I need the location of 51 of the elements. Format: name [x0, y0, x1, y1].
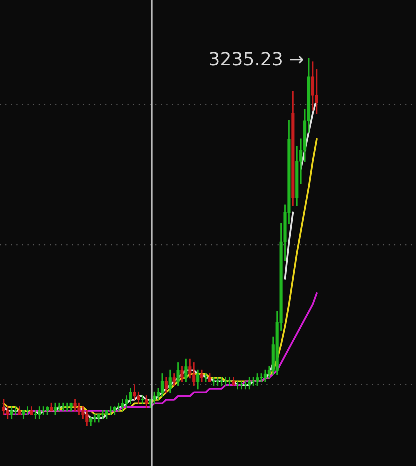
candlestick [315, 69, 318, 114]
candlestick [141, 396, 144, 404]
candlestick [160, 374, 164, 397]
candlestick [26, 406, 30, 416]
candlestick [224, 377, 228, 386]
candlestick [58, 402, 61, 412]
candlestick [200, 370, 204, 382]
candlestick [121, 399, 124, 412]
candlestick [117, 402, 120, 412]
candlestick [244, 380, 248, 390]
candlestick [152, 392, 156, 404]
candlestick [240, 380, 244, 390]
candlestick [176, 362, 180, 386]
candlestick [42, 406, 46, 416]
candlestick [192, 362, 196, 386]
candlestick [129, 388, 132, 404]
candlestick [252, 377, 256, 386]
candlestick [78, 402, 81, 416]
candlestick [220, 377, 224, 386]
candlestick [62, 402, 65, 412]
candlestick [133, 384, 136, 401]
candlestick [311, 62, 315, 111]
candlestick [184, 358, 188, 382]
candlestick [14, 406, 18, 416]
candlestick [212, 377, 216, 386]
candlestick [256, 374, 260, 386]
candlestick [228, 377, 232, 386]
candlestick [2, 399, 6, 416]
candlestick [66, 402, 69, 412]
candlestick [188, 358, 192, 379]
candlestick [94, 414, 97, 423]
candlestick [180, 366, 184, 382]
candlestick [236, 380, 240, 390]
candlestick [248, 377, 252, 390]
candlestick [74, 399, 77, 412]
candlestick [82, 406, 85, 419]
candlestick [38, 406, 42, 419]
candlestick [34, 410, 38, 419]
candlestick [264, 370, 267, 382]
candlestick [216, 377, 220, 386]
candlestick [86, 410, 89, 426]
candlestick [145, 396, 148, 408]
candlestick [172, 374, 176, 386]
candlestick [164, 377, 168, 394]
candlestick [168, 370, 172, 394]
candlestick [10, 406, 14, 419]
candlestick [196, 370, 200, 390]
candlestick [109, 406, 112, 416]
candlestick [6, 406, 10, 419]
candlestick [54, 402, 58, 416]
annotation: 3235.23 → [210, 52, 304, 66]
